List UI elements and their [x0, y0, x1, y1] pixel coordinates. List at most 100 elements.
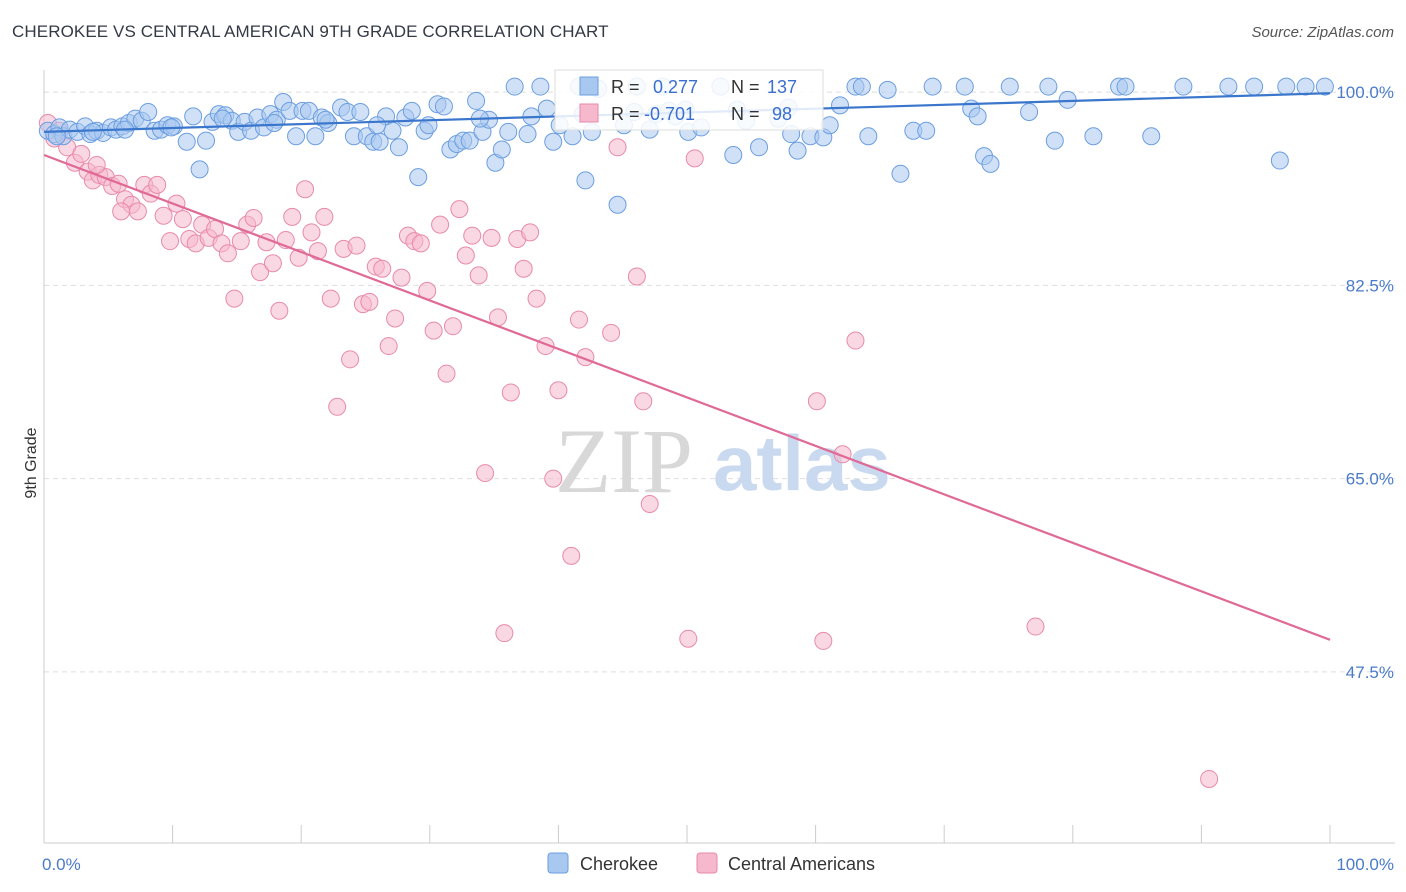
cherokee-point — [859, 127, 878, 146]
cherokee-point — [316, 110, 335, 129]
cherokee-point — [1174, 77, 1193, 96]
cherokee-point — [499, 122, 518, 141]
central-americans-point — [544, 469, 563, 488]
central-americans-point — [386, 309, 405, 328]
central-americans-point — [450, 200, 469, 219]
gridlines — [44, 91, 1395, 673]
central-americans-point — [302, 223, 321, 242]
cherokee-point — [505, 77, 524, 96]
central-americans-point — [634, 392, 653, 411]
central-americans-point — [602, 323, 621, 342]
cherokee-point — [434, 97, 453, 116]
cherokee-point — [608, 195, 627, 214]
central-americans-point — [443, 317, 462, 336]
cherokee-point — [1245, 77, 1264, 96]
watermark-zip: ZIP — [555, 410, 693, 512]
cherokee-point — [891, 164, 910, 183]
central-americans-point — [1200, 769, 1219, 788]
central-americans-point — [373, 259, 392, 278]
central-americans-point — [463, 226, 482, 245]
cherokee-point — [750, 138, 769, 157]
x-tick-label-0: 0.0% — [42, 855, 81, 874]
cherokee-point — [409, 168, 428, 187]
central-americans-point — [549, 381, 568, 400]
central-americans-point — [173, 210, 192, 229]
x-tick-labels: 0.0% 100.0% — [42, 855, 1394, 874]
central-americans-point — [321, 289, 340, 308]
watermark-atlas: atlas — [713, 419, 891, 507]
central-americans-point — [328, 397, 347, 416]
central-americans-point — [315, 207, 334, 226]
cherokee-point — [788, 141, 807, 160]
central-americans-point — [814, 631, 833, 650]
cherokee-point — [287, 127, 306, 146]
central-americans-point — [608, 138, 627, 157]
central-americans-point — [469, 266, 488, 285]
legend-r-label-2: R = — [611, 104, 640, 124]
cherokee-point — [917, 121, 936, 140]
central-americans-point — [569, 310, 588, 329]
cherokee-point — [467, 91, 486, 110]
legend-n-label-2: N = — [731, 104, 760, 124]
axes — [43, 70, 1395, 844]
cherokee-point — [852, 77, 871, 96]
central-americans-point — [308, 242, 327, 261]
cherokee-point — [724, 146, 743, 165]
cherokee-point — [1142, 127, 1161, 146]
central-americans-point — [527, 289, 546, 308]
central-americans-point — [148, 175, 167, 194]
bottom-legend: Cherokee Central Americans — [547, 852, 875, 874]
central-americans-point — [167, 194, 186, 213]
cherokee-point — [1270, 151, 1289, 170]
central-americans-point — [231, 232, 250, 251]
central-americans-point — [347, 236, 366, 255]
trend-lines — [43, 92, 1331, 641]
cherokee-point — [923, 77, 942, 96]
x-tick-label-1: 100.0% — [1336, 855, 1394, 874]
legend-swatch-cherokee — [579, 76, 599, 96]
central-americans-point — [437, 364, 456, 383]
central-americans-point — [283, 207, 302, 226]
chart-title: CHEROKEE VS CENTRAL AMERICAN 9TH GRADE C… — [12, 22, 609, 41]
watermark: ZIP atlas — [555, 410, 891, 512]
central-americans-point — [392, 268, 411, 287]
cherokee-point — [1045, 131, 1064, 150]
cherokee-point — [368, 116, 387, 135]
bottom-legend-swatch-central-americans — [696, 852, 718, 874]
cherokee-point — [460, 131, 479, 150]
legend-r-label-1: R = — [611, 77, 640, 97]
cherokee-point — [389, 138, 408, 157]
cherokee-point — [190, 160, 209, 179]
cherokee-point — [177, 132, 196, 151]
cherokee-point — [265, 114, 284, 133]
y-tick-labels: 100.0% 82.5% 65.0% 47.5% — [1336, 83, 1394, 682]
central-americans-point — [128, 202, 147, 221]
central-americans-point — [411, 234, 430, 253]
cherokee-point — [402, 101, 421, 120]
central-americans-point — [251, 263, 270, 282]
cherokee-point — [1277, 77, 1296, 96]
cherokee-point — [981, 154, 1000, 173]
top-legend: R = 0.277 N = 137 R = -0.701 N = 98 — [554, 69, 824, 131]
central-americans-point — [807, 392, 826, 411]
central-americans-point — [270, 301, 289, 320]
central-americans-point — [225, 289, 244, 308]
cherokee-point — [1020, 102, 1039, 121]
cherokee-point — [306, 127, 325, 146]
cherokee-point — [1039, 77, 1058, 96]
central-americans-point — [501, 383, 520, 402]
legend-swatch-central-americans — [579, 103, 599, 123]
cherokee-point — [531, 77, 550, 96]
central-americans-point — [495, 624, 514, 643]
central-americans-point — [379, 337, 398, 356]
central-americans-point — [72, 144, 91, 163]
central-americans-point — [161, 232, 180, 251]
central-americans-point — [154, 206, 173, 225]
y-tick-label-1: 82.5% — [1346, 276, 1394, 295]
central-americans-point — [679, 629, 698, 648]
cherokee-point — [1296, 77, 1315, 96]
cherokee-point — [184, 107, 203, 126]
cherokee-point — [351, 102, 370, 121]
cherokee-point — [1000, 77, 1019, 96]
